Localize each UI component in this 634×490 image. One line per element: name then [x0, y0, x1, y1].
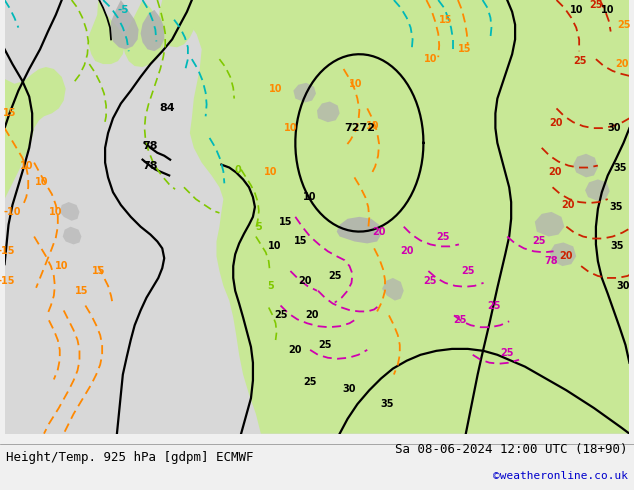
Polygon shape	[60, 202, 79, 221]
Text: 25: 25	[461, 266, 474, 276]
Text: 20: 20	[615, 59, 628, 69]
Text: 0: 0	[235, 165, 242, 174]
Polygon shape	[382, 278, 404, 300]
Text: 10: 10	[349, 79, 362, 89]
Text: 20: 20	[550, 118, 563, 128]
Text: 78: 78	[143, 161, 158, 171]
Text: 84: 84	[159, 103, 175, 113]
Text: 10: 10	[366, 121, 380, 131]
Polygon shape	[158, 0, 194, 48]
Text: ©weatheronline.co.uk: ©weatheronline.co.uk	[493, 471, 628, 481]
Text: 10: 10	[601, 5, 614, 15]
Text: 20: 20	[306, 310, 319, 320]
Polygon shape	[535, 212, 564, 237]
Text: -15: -15	[0, 246, 15, 256]
Text: 25: 25	[328, 271, 342, 281]
Polygon shape	[141, 10, 164, 51]
Text: 30: 30	[343, 384, 356, 394]
Text: 20: 20	[299, 276, 312, 286]
Text: 20: 20	[548, 168, 561, 177]
Text: 20: 20	[400, 246, 413, 256]
Text: 25: 25	[303, 377, 317, 388]
Text: 25: 25	[318, 340, 332, 350]
Text: 25: 25	[589, 0, 603, 10]
Text: 15: 15	[3, 108, 16, 119]
Text: Sa 08-06-2024 12:00 UTC (18+90): Sa 08-06-2024 12:00 UTC (18+90)	[395, 443, 628, 456]
Polygon shape	[550, 243, 576, 266]
Polygon shape	[317, 101, 340, 122]
Text: 35: 35	[380, 399, 394, 409]
Text: 35: 35	[614, 163, 627, 172]
Text: 25: 25	[532, 237, 545, 246]
Text: 20: 20	[560, 251, 573, 261]
Text: 25: 25	[617, 20, 630, 29]
Text: 25: 25	[436, 232, 450, 242]
Text: 78: 78	[143, 141, 158, 151]
Text: 15: 15	[294, 237, 307, 246]
Text: 5: 5	[256, 221, 262, 232]
Text: 25: 25	[488, 300, 501, 311]
Polygon shape	[110, 0, 139, 49]
Text: 15: 15	[279, 217, 292, 227]
Text: 15: 15	[91, 266, 105, 276]
Text: 15: 15	[458, 44, 472, 54]
Text: 15: 15	[439, 15, 453, 24]
Text: 35: 35	[611, 242, 624, 251]
Text: Height/Temp. 925 hPa [gdpm] ECMWF: Height/Temp. 925 hPa [gdpm] ECMWF	[6, 451, 254, 464]
Text: 5: 5	[268, 281, 274, 291]
Text: -15: -15	[0, 276, 15, 286]
Polygon shape	[123, 0, 164, 67]
Text: 25: 25	[500, 348, 514, 358]
Text: 7272: 7272	[344, 123, 375, 133]
Text: 10: 10	[20, 161, 33, 171]
Text: 25: 25	[424, 276, 437, 286]
Text: 35: 35	[609, 202, 623, 212]
Text: 10: 10	[36, 177, 49, 187]
Polygon shape	[585, 179, 610, 201]
Text: 10: 10	[264, 168, 278, 177]
Text: 10: 10	[303, 192, 317, 202]
Text: 30: 30	[607, 123, 621, 133]
Polygon shape	[172, 0, 630, 434]
Polygon shape	[337, 217, 381, 244]
Text: 30: 30	[617, 281, 630, 291]
Text: 20: 20	[562, 200, 575, 210]
Text: 20: 20	[288, 345, 302, 355]
Text: 25: 25	[453, 315, 467, 325]
Text: 25: 25	[274, 310, 287, 320]
Polygon shape	[63, 227, 81, 245]
Text: 10: 10	[283, 123, 297, 133]
Text: -10: -10	[4, 207, 21, 217]
Text: 15: 15	[75, 286, 88, 296]
Polygon shape	[294, 83, 316, 102]
Text: 20: 20	[372, 226, 386, 237]
Text: 10: 10	[55, 261, 68, 271]
Text: 10: 10	[269, 84, 282, 94]
Text: 10: 10	[268, 242, 281, 251]
Text: -5: -5	[117, 5, 129, 15]
Text: 10: 10	[49, 207, 63, 217]
Text: 10: 10	[569, 5, 583, 15]
Polygon shape	[573, 154, 598, 177]
Text: 10: 10	[424, 54, 437, 64]
Polygon shape	[4, 0, 66, 199]
Polygon shape	[88, 0, 125, 64]
Text: 25: 25	[573, 56, 587, 66]
Text: 78: 78	[545, 256, 559, 266]
